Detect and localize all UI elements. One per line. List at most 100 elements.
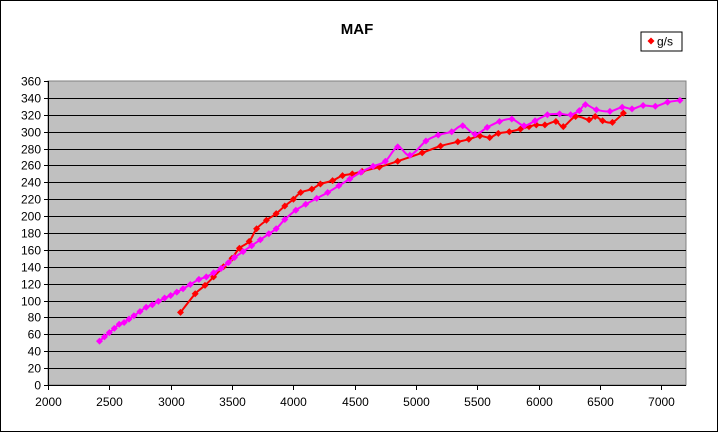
x-tick-label: 6500 bbox=[587, 395, 614, 409]
data-point-series-1 bbox=[592, 106, 600, 114]
data-point-series-0 bbox=[272, 210, 280, 218]
data-point-series-1 bbox=[471, 130, 479, 138]
data-point-series-1 bbox=[110, 324, 118, 332]
data-point-series-1 bbox=[581, 101, 589, 109]
y-tick-label: 40 bbox=[28, 345, 42, 359]
x-tick-label: 4500 bbox=[342, 395, 369, 409]
data-point-series-1 bbox=[520, 122, 528, 130]
y-tick-label: 0 bbox=[34, 379, 41, 393]
data-point-series-1 bbox=[186, 281, 194, 288]
x-tick-label: 2500 bbox=[96, 395, 123, 409]
data-point-series-1 bbox=[179, 285, 187, 293]
data-point-series-0 bbox=[262, 216, 270, 224]
data-point-series-1 bbox=[567, 111, 575, 119]
y-tick-label: 160 bbox=[21, 244, 41, 258]
data-point-series-1 bbox=[628, 105, 636, 113]
data-point-series-1 bbox=[406, 151, 414, 159]
y-tick-label: 140 bbox=[21, 261, 41, 275]
x-axis: 2000 2500 3000 3500 4000 4500 5000 5500 6000 6500… bbox=[35, 385, 686, 409]
data-point-series-0 bbox=[339, 172, 346, 180]
y-tick-label: 200 bbox=[21, 210, 41, 224]
data-point-series-0 bbox=[516, 125, 524, 133]
data-point-series-1 bbox=[302, 200, 310, 208]
y-tick-label: 360 bbox=[21, 75, 41, 89]
data-point-series-1 bbox=[167, 292, 175, 299]
data-point-series-1 bbox=[202, 273, 210, 281]
data-point-series-0 bbox=[619, 109, 627, 117]
data-point-series-1 bbox=[422, 137, 430, 145]
data-point-series-0 bbox=[486, 134, 494, 142]
data-point-series-0 bbox=[297, 189, 305, 196]
x-tick-label: 2000 bbox=[35, 395, 62, 409]
data-point-series-1 bbox=[96, 337, 103, 345]
y-tick-label: 280 bbox=[21, 143, 41, 157]
data-point-series-1 bbox=[531, 117, 539, 125]
y-tick-label: 240 bbox=[21, 176, 41, 190]
data-point-series-1 bbox=[369, 162, 377, 170]
data-point-series-1 bbox=[508, 115, 516, 123]
data-point-series-1 bbox=[676, 96, 684, 104]
data-point-series-1 bbox=[346, 175, 354, 183]
data-point-series-0 bbox=[418, 149, 426, 157]
y-tick-label: 300 bbox=[21, 126, 41, 140]
x-tick-label: 3000 bbox=[158, 395, 185, 409]
data-point-series-0 bbox=[505, 128, 513, 136]
x-tick-label: 7000 bbox=[648, 395, 675, 409]
legend: g/s bbox=[640, 31, 683, 52]
data-point-series-1 bbox=[335, 182, 343, 190]
x-tick-label: 5500 bbox=[464, 395, 491, 409]
data-point-series-1 bbox=[556, 110, 564, 118]
data-point-series-1 bbox=[357, 168, 365, 176]
data-point-series-0 bbox=[308, 185, 316, 193]
y-tick-label: 320 bbox=[21, 109, 41, 123]
data-point-series-1 bbox=[313, 194, 321, 202]
gridlines bbox=[48, 98, 686, 369]
data-point-series-1 bbox=[651, 102, 659, 110]
data-point-series-0 bbox=[177, 308, 184, 316]
data-point-series-1 bbox=[618, 103, 626, 111]
data-point-series-0 bbox=[465, 135, 473, 143]
data-point-series-1 bbox=[239, 248, 247, 256]
data-point-series-1 bbox=[575, 107, 583, 115]
data-point-series-0 bbox=[591, 113, 599, 120]
x-tick-label: 5000 bbox=[403, 395, 430, 409]
data-point-series-1 bbox=[448, 128, 456, 136]
data-point-series-1 bbox=[381, 157, 389, 165]
data-point-series-0 bbox=[329, 177, 337, 185]
y-tick-label: 100 bbox=[21, 295, 41, 309]
data-point-series-1 bbox=[195, 275, 203, 283]
data-point-series-0 bbox=[201, 281, 209, 289]
data-point-series-0 bbox=[599, 117, 607, 125]
data-point-series-1 bbox=[125, 315, 133, 323]
data-point-series-1 bbox=[148, 301, 156, 309]
data-point-series-1 bbox=[120, 319, 128, 326]
y-axis: 0 20 40 60 80 100 120 140 160 180 200 220 240 260 280 3… bbox=[21, 75, 49, 393]
data-point-series-0 bbox=[316, 180, 324, 188]
data-point-series-1 bbox=[606, 107, 614, 115]
data-point-series-1 bbox=[173, 288, 181, 296]
data-point-series-1 bbox=[281, 216, 289, 223]
data-point-series-0 bbox=[210, 273, 218, 281]
data-point-series-0 bbox=[608, 118, 616, 126]
x-tick-label: 3500 bbox=[219, 395, 246, 409]
data-point-series-1 bbox=[217, 265, 225, 272]
y-tick-label: 260 bbox=[21, 159, 41, 173]
data-point-series-1 bbox=[231, 254, 238, 261]
data-point-series-1 bbox=[105, 329, 113, 337]
data-point-series-0 bbox=[281, 202, 289, 210]
data-point-series-1 bbox=[210, 269, 218, 277]
data-point-series-1 bbox=[483, 123, 491, 131]
data-point-series-1 bbox=[664, 98, 672, 106]
data-point-series-0 bbox=[253, 225, 261, 233]
data-point-series-0 bbox=[437, 142, 445, 150]
x-tick-label: 6000 bbox=[526, 395, 553, 409]
data-point-series-1 bbox=[100, 333, 108, 341]
data-point-series-1 bbox=[496, 118, 503, 125]
chart-title: MAF bbox=[341, 21, 374, 38]
data-point-series-0 bbox=[541, 121, 549, 129]
data-point-series-1 bbox=[292, 206, 300, 214]
x-tick-label: 4000 bbox=[280, 395, 307, 409]
y-tick-label: 120 bbox=[21, 278, 41, 292]
